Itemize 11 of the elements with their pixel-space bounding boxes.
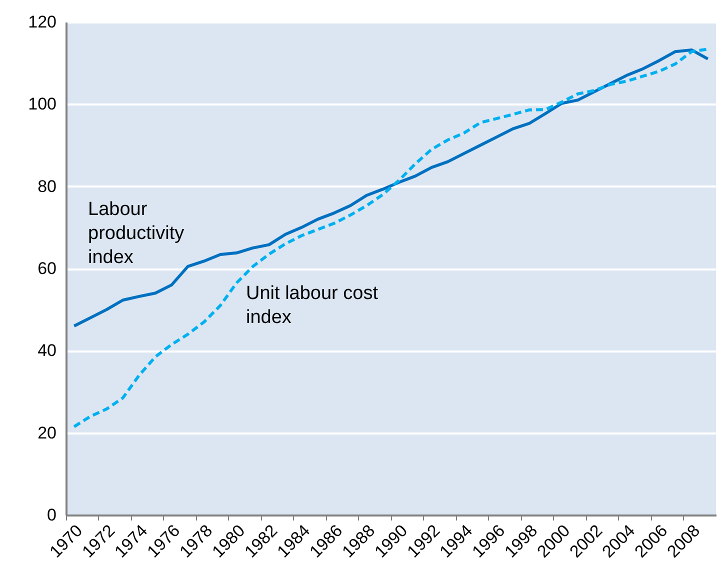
y-tick-label: 120	[28, 12, 56, 32]
y-tick-label: 40	[38, 341, 56, 360]
series-label: Labour productivity index	[88, 199, 185, 268]
y-tick-label: 0	[47, 506, 56, 524]
y-tick-label: 80	[38, 176, 56, 196]
line-series	[72, 48, 710, 428]
y-tick-label: 20	[38, 423, 56, 442]
line-series	[72, 48, 710, 328]
y-tick-label: 100	[28, 94, 56, 114]
y-tick-label: 60	[38, 259, 56, 278]
series-label: Unit labour cost index	[246, 283, 379, 328]
